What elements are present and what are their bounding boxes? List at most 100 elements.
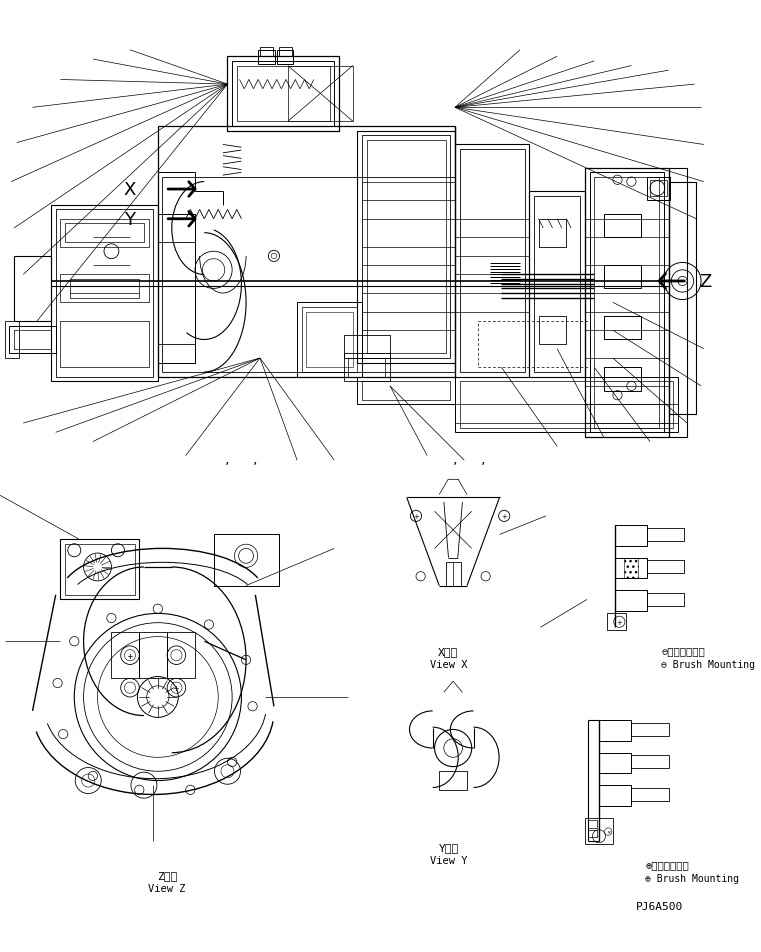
Bar bbox=[349, 359, 385, 377]
Bar bbox=[632, 724, 669, 736]
Text: X　視: X 視 bbox=[438, 645, 459, 656]
Bar bbox=[302, 307, 358, 372]
Bar bbox=[258, 50, 275, 65]
Text: ×: × bbox=[606, 829, 610, 834]
Bar bbox=[56, 210, 153, 377]
Bar bbox=[615, 590, 647, 611]
Bar bbox=[343, 354, 390, 382]
Bar bbox=[70, 280, 139, 298]
Bar bbox=[669, 169, 687, 438]
Bar bbox=[358, 131, 455, 364]
Bar bbox=[65, 545, 135, 595]
Bar bbox=[624, 558, 638, 579]
Text: +: + bbox=[128, 651, 132, 660]
Bar bbox=[260, 48, 273, 57]
Bar bbox=[603, 317, 641, 340]
Text: ·: · bbox=[597, 831, 600, 842]
Bar bbox=[603, 266, 641, 289]
Bar bbox=[590, 173, 664, 433]
Bar bbox=[599, 753, 632, 773]
Bar bbox=[158, 215, 195, 364]
Bar bbox=[9, 327, 56, 354]
Bar bbox=[358, 377, 455, 405]
Bar bbox=[599, 721, 632, 741]
Bar bbox=[460, 382, 673, 428]
Bar bbox=[615, 526, 647, 546]
Bar bbox=[632, 756, 669, 768]
Bar bbox=[539, 317, 566, 345]
Bar bbox=[288, 67, 353, 122]
Bar bbox=[362, 382, 451, 401]
Bar bbox=[650, 181, 667, 197]
Bar bbox=[139, 632, 167, 679]
Bar bbox=[599, 785, 632, 805]
Bar bbox=[214, 535, 279, 585]
Bar bbox=[603, 215, 641, 238]
Text: View X: View X bbox=[430, 659, 467, 669]
Bar bbox=[460, 150, 524, 372]
Bar bbox=[647, 178, 670, 201]
Bar bbox=[297, 303, 362, 377]
Bar bbox=[439, 771, 467, 790]
Bar bbox=[615, 558, 647, 579]
Text: +: + bbox=[413, 513, 419, 520]
Bar bbox=[446, 563, 460, 585]
Bar bbox=[14, 331, 51, 349]
Bar bbox=[5, 322, 18, 359]
Bar bbox=[632, 788, 669, 802]
Text: Z: Z bbox=[699, 272, 712, 290]
Bar bbox=[594, 178, 659, 428]
Text: ,: , bbox=[224, 456, 231, 466]
Text: Z　視: Z 視 bbox=[157, 870, 177, 881]
Bar bbox=[647, 593, 684, 606]
Bar bbox=[607, 614, 626, 630]
Bar bbox=[539, 220, 566, 248]
Bar bbox=[60, 275, 148, 303]
Bar bbox=[603, 367, 641, 391]
Text: +: + bbox=[616, 619, 622, 625]
Text: ,: , bbox=[451, 456, 458, 466]
Bar bbox=[455, 377, 678, 433]
Bar bbox=[60, 322, 148, 367]
Bar bbox=[307, 312, 353, 367]
Text: Y　視: Y 視 bbox=[438, 843, 459, 852]
Text: Y: Y bbox=[125, 210, 135, 228]
Text: ⊕ Brush Mounting: ⊕ Brush Mounting bbox=[645, 873, 740, 883]
Bar bbox=[167, 632, 195, 679]
Bar bbox=[585, 169, 669, 438]
Bar bbox=[228, 57, 339, 131]
Bar bbox=[647, 561, 684, 574]
Bar bbox=[647, 528, 684, 542]
Bar bbox=[343, 335, 390, 359]
Text: +: + bbox=[501, 513, 507, 520]
Bar bbox=[279, 48, 291, 57]
Bar bbox=[51, 206, 158, 382]
Text: PJ6A500: PJ6A500 bbox=[635, 901, 683, 911]
Bar bbox=[111, 632, 139, 679]
Text: ⊖ブラシ取付法: ⊖ブラシ取付法 bbox=[661, 645, 705, 656]
Bar bbox=[669, 183, 696, 414]
Bar bbox=[65, 224, 144, 243]
Bar bbox=[585, 818, 613, 843]
Text: X: X bbox=[124, 181, 136, 199]
Text: View Y: View Y bbox=[430, 856, 467, 865]
Text: ⊖ Brush Mounting: ⊖ Brush Mounting bbox=[661, 660, 755, 670]
Text: ,: , bbox=[479, 456, 486, 466]
Bar bbox=[455, 146, 530, 377]
Bar bbox=[60, 540, 139, 600]
Bar bbox=[530, 191, 585, 377]
Bar bbox=[587, 830, 597, 838]
Text: View Z: View Z bbox=[148, 883, 186, 893]
Text: ⊕ブラシ取付法: ⊕ブラシ取付法 bbox=[645, 860, 689, 869]
Bar bbox=[232, 62, 334, 127]
Bar bbox=[367, 141, 446, 354]
Text: ,: , bbox=[252, 456, 259, 466]
Bar bbox=[362, 136, 451, 359]
Bar bbox=[534, 196, 581, 372]
Text: +: + bbox=[174, 684, 179, 692]
Bar bbox=[60, 220, 148, 248]
Bar bbox=[237, 67, 330, 122]
Bar bbox=[478, 322, 590, 367]
Bar bbox=[587, 821, 597, 828]
Bar bbox=[277, 50, 294, 65]
